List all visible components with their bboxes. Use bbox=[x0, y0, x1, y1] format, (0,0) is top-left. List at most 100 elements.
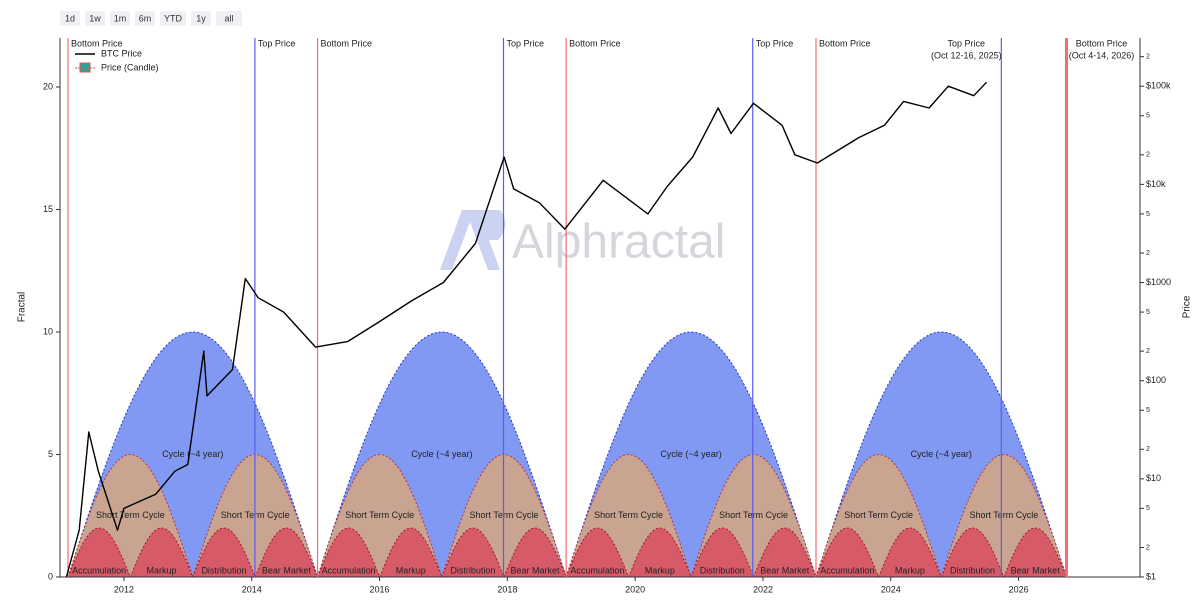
range-button[interactable]: 6m bbox=[135, 11, 155, 26]
button-bg bbox=[216, 11, 242, 26]
range-button[interactable]: 1w bbox=[85, 11, 105, 26]
y2-tick-label: 2 bbox=[1146, 544, 1150, 551]
range-button[interactable]: 1m bbox=[110, 11, 130, 26]
wave-outline bbox=[67, 527, 131, 578]
wave-outline bbox=[565, 331, 817, 578]
button-label[interactable]: all bbox=[224, 13, 233, 23]
wave-fill bbox=[255, 528, 318, 577]
range-button[interactable]: 1y bbox=[191, 11, 211, 26]
y2-tick-label: 2 bbox=[1146, 152, 1150, 159]
wave-outline bbox=[815, 527, 880, 578]
y2-tick-label: 2 bbox=[1146, 348, 1150, 355]
wave-outline bbox=[690, 527, 754, 578]
wave-fill bbox=[379, 528, 442, 577]
top-price-label: Top Price bbox=[507, 38, 545, 48]
top-price-label: Top Price bbox=[258, 38, 296, 48]
button-bg bbox=[60, 11, 80, 26]
button-label[interactable]: 1y bbox=[196, 13, 206, 23]
y-tick-label: 15 bbox=[43, 204, 53, 214]
button-label[interactable]: 6m bbox=[139, 13, 152, 23]
wave-label: Short Term Cycle bbox=[96, 510, 165, 520]
x-tick-label: 2026 bbox=[1009, 584, 1029, 594]
phase-label: Accumulation bbox=[322, 565, 376, 575]
range-button[interactable]: all bbox=[216, 11, 242, 26]
y2-tick-label: 5 bbox=[1146, 407, 1150, 414]
bottom-price-note: (Oct 4-14, 2026) bbox=[1069, 50, 1135, 60]
phase-label: Bear Market bbox=[760, 565, 810, 575]
top-price-label: Top Price bbox=[948, 38, 986, 48]
x-tick-label: 2018 bbox=[497, 584, 517, 594]
wave-outline bbox=[67, 453, 194, 578]
wave-outline bbox=[67, 331, 318, 578]
phase-label: Distribution bbox=[950, 565, 995, 575]
bottom-price-label: Bottom Price bbox=[569, 38, 621, 48]
wave-outline bbox=[878, 527, 942, 578]
phase-label: Markup bbox=[147, 565, 177, 575]
button-label[interactable]: YTD bbox=[164, 13, 183, 23]
range-button[interactable]: YTD bbox=[160, 11, 186, 26]
button-bg bbox=[160, 11, 186, 26]
phase-label: Markup bbox=[645, 565, 675, 575]
wave-outline bbox=[254, 527, 318, 578]
wave-fill bbox=[816, 528, 879, 577]
wave-label: Short Term Cycle bbox=[594, 510, 663, 520]
wave-label: Cycle (~4 year) bbox=[411, 449, 472, 459]
wave-outline bbox=[317, 527, 381, 578]
wave-outline bbox=[317, 453, 443, 578]
y-axis-title: Fractal bbox=[17, 292, 28, 323]
button-label[interactable]: 1w bbox=[89, 13, 101, 23]
wave-fill bbox=[441, 528, 504, 577]
button-bg bbox=[110, 11, 130, 26]
wave-outline bbox=[815, 331, 1067, 578]
button-label[interactable]: 1d bbox=[65, 13, 75, 23]
y2-tick-label: 5 bbox=[1146, 309, 1150, 316]
wave-outline bbox=[503, 527, 567, 578]
phase-label: Markup bbox=[895, 565, 925, 575]
wave-fill bbox=[691, 528, 754, 577]
wave-fill bbox=[68, 528, 131, 577]
button-bg bbox=[135, 11, 155, 26]
wave-fill bbox=[504, 528, 567, 577]
y-tick-label: 5 bbox=[48, 449, 53, 459]
x-tick-label: 2014 bbox=[242, 584, 262, 594]
phase-label: Distribution bbox=[700, 565, 745, 575]
y2-tick-label: $100 bbox=[1146, 375, 1166, 385]
wave-outline bbox=[129, 527, 194, 578]
x-tick-label: 2016 bbox=[370, 584, 390, 594]
range-button[interactable]: 1d bbox=[60, 11, 80, 26]
wave-fill bbox=[878, 528, 942, 577]
y-tick-label: 0 bbox=[48, 571, 53, 581]
phase-label: Bear Market bbox=[1011, 565, 1061, 575]
button-label[interactable]: 1m bbox=[114, 13, 127, 23]
wave-outline bbox=[1003, 527, 1067, 578]
y2-tick-label: $10k bbox=[1146, 179, 1166, 189]
wave-outline bbox=[753, 527, 817, 578]
wave-fill bbox=[628, 528, 692, 577]
wave-fill bbox=[130, 528, 193, 577]
y2-tick-label: $100k bbox=[1146, 81, 1171, 91]
watermark-logo bbox=[440, 210, 506, 270]
wave-outline bbox=[192, 527, 256, 578]
y2-tick-label: 2 bbox=[1146, 250, 1150, 257]
y2-tick-label: 2 bbox=[1146, 54, 1150, 61]
bottom-price-label: Bottom Price bbox=[819, 38, 871, 48]
bottom-price-label: Bottom Price bbox=[321, 38, 373, 48]
top-price-note: (Oct 12-16, 2025) bbox=[931, 50, 1002, 60]
phase-label: Bear Market bbox=[262, 565, 312, 575]
button-bg bbox=[191, 11, 211, 26]
y2-axis-title: Price bbox=[1182, 295, 1193, 318]
wave-fill bbox=[192, 528, 256, 577]
x-tick-label: 2022 bbox=[753, 584, 773, 594]
wave-label: Cycle (~4 year) bbox=[911, 449, 972, 459]
phase-label: Bear Market bbox=[511, 565, 561, 575]
wave-outline bbox=[317, 331, 567, 578]
price-line bbox=[65, 81, 988, 578]
wave-label: Short Term Cycle bbox=[969, 510, 1038, 520]
wave-outline bbox=[441, 527, 505, 578]
y2-tick-label: 5 bbox=[1146, 113, 1150, 120]
button-bg bbox=[85, 11, 105, 26]
wave-label: Short Term Cycle bbox=[719, 510, 788, 520]
phase-label: Accumulation bbox=[72, 565, 126, 575]
